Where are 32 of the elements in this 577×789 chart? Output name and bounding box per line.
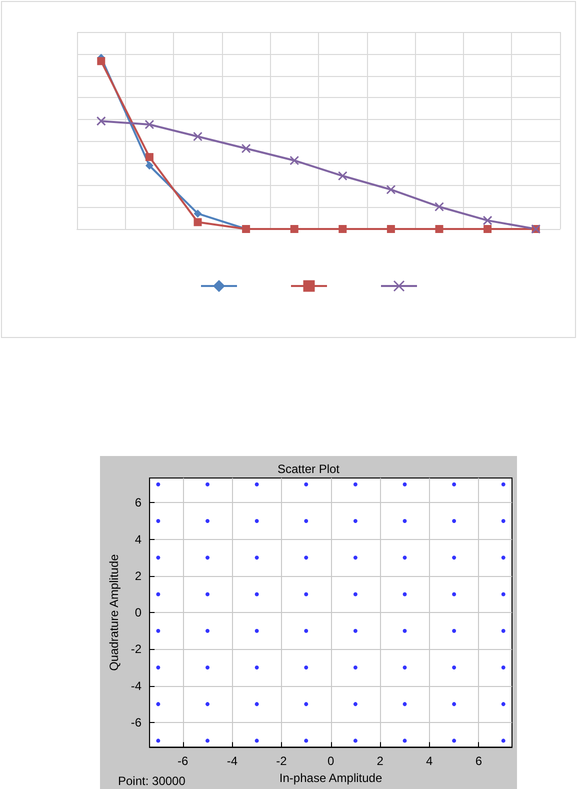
y-tick-label: 6 <box>134 496 142 510</box>
point <box>96 116 106 126</box>
text: Point: 30000 <box>118 774 186 788</box>
chart-title: Scatter Plot <box>277 462 340 476</box>
point <box>193 132 202 142</box>
point <box>97 57 106 66</box>
point <box>482 216 492 226</box>
point <box>338 171 348 181</box>
point <box>290 156 300 166</box>
x-tick-label: 4 <box>426 754 434 768</box>
y-tick-label: 0 <box>134 606 142 620</box>
point <box>145 162 154 170</box>
y-tick-label: -2 <box>130 642 142 656</box>
x-tick-label: -6 <box>178 754 189 768</box>
point <box>241 144 251 154</box>
y-tick-label: -4 <box>130 678 142 693</box>
y-tick-label: 2 <box>134 568 142 583</box>
x-tick-label: -2 <box>276 754 288 768</box>
point <box>144 120 154 130</box>
y-tick-label: 4 <box>134 532 142 546</box>
y-tick-label: -6 <box>130 715 142 730</box>
x-tick-label: 2 <box>376 754 384 768</box>
point <box>386 184 396 194</box>
point <box>194 218 202 226</box>
point <box>194 210 202 218</box>
point <box>145 153 154 162</box>
x-tick-label: -4 <box>226 754 238 768</box>
point <box>434 202 444 212</box>
x-tick-label: 0 <box>327 754 334 768</box>
x-axis-title: In-phase Amplitude <box>279 771 382 785</box>
y-axis-title: Quadrature Amplitude <box>107 554 121 671</box>
x-tick-label: 6 <box>475 754 482 768</box>
